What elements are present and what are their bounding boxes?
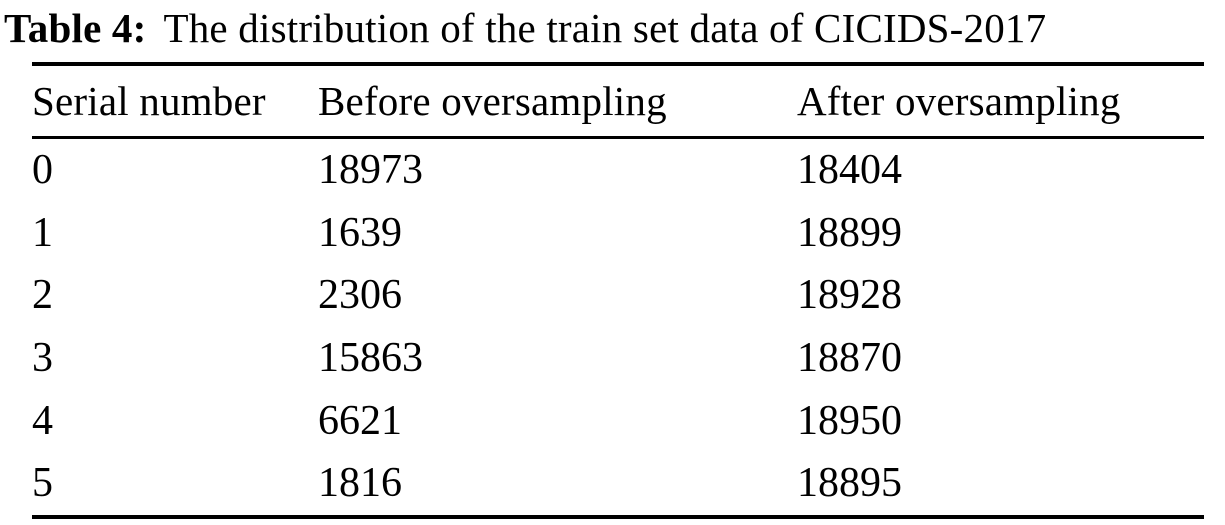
table-body: 0 18973 18404 1 1639 18899 2 2306 18928 … xyxy=(32,139,1204,515)
cell-before-oversampling: 1639 xyxy=(318,209,402,256)
table-row: 5 1816 18895 xyxy=(32,452,1204,515)
table-row: 4 6621 18950 xyxy=(32,389,1204,452)
table-caption-text: The distribution of the train set data o… xyxy=(163,5,1047,51)
cell-after-oversampling: 18928 xyxy=(797,272,902,319)
cell-after-oversampling: 18870 xyxy=(797,335,902,382)
cell-serial: 1 xyxy=(32,209,53,256)
table-row: 0 18973 18404 xyxy=(32,139,1204,202)
cell-serial: 5 xyxy=(32,460,53,507)
data-table: Serial number Before oversampling After … xyxy=(32,62,1204,519)
column-header-after-oversampling: After oversampling xyxy=(797,78,1121,124)
table-row: 2 2306 18928 xyxy=(32,264,1204,327)
cell-after-oversampling: 18895 xyxy=(797,460,902,507)
cell-after-oversampling: 18899 xyxy=(797,209,902,256)
cell-serial: 2 xyxy=(32,272,53,319)
cell-before-oversampling: 18973 xyxy=(318,147,423,194)
table-row: 3 15863 18870 xyxy=(32,327,1204,390)
cell-before-oversampling: 15863 xyxy=(318,335,423,382)
column-header-before-oversampling: Before oversampling xyxy=(318,78,667,124)
table-header-rule xyxy=(32,136,1204,139)
table-bottom-rule xyxy=(32,514,1204,519)
table-caption: Table 4: The distribution of the train se… xyxy=(0,0,1225,52)
cell-serial: 0 xyxy=(32,147,53,194)
cell-after-oversampling: 18950 xyxy=(797,397,902,444)
table-row: 1 1639 18899 xyxy=(32,202,1204,265)
table-top-rule xyxy=(32,62,1204,66)
cell-after-oversampling: 18404 xyxy=(797,147,902,194)
cell-before-oversampling: 6621 xyxy=(318,397,402,444)
cell-before-oversampling: 2306 xyxy=(318,272,402,319)
cell-serial: 3 xyxy=(32,335,53,382)
table-header-row: Serial number Before oversampling After … xyxy=(32,66,1204,136)
cell-serial: 4 xyxy=(32,397,53,444)
table-caption-label: Table 4: xyxy=(4,5,147,51)
cell-before-oversampling: 1816 xyxy=(318,460,402,507)
column-header-serial-number: Serial number xyxy=(32,78,266,124)
